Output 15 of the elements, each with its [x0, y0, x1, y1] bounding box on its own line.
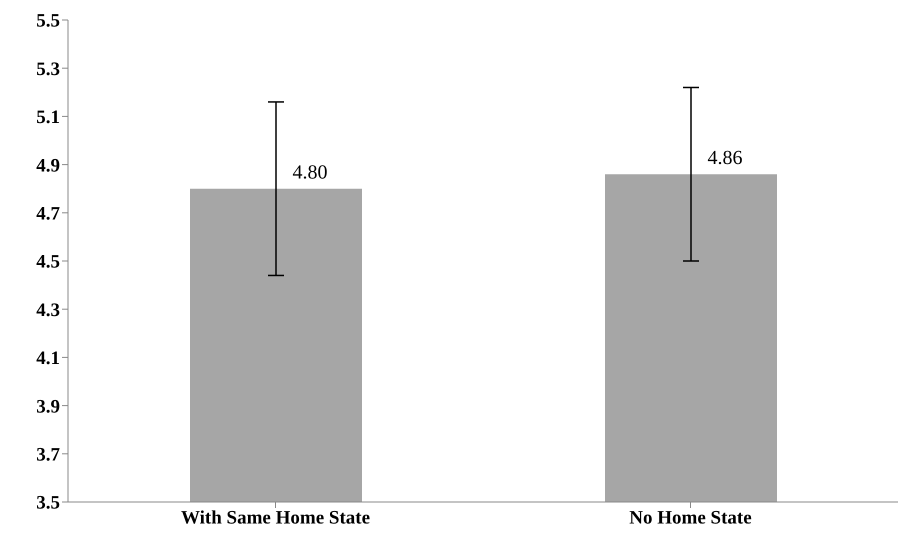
y-tick-label: 4.1: [36, 348, 60, 370]
y-tick-label: 5.3: [36, 58, 60, 80]
y-tick-label: 3.5: [36, 492, 60, 514]
y-tick-label: 4.5: [36, 252, 60, 273]
y-tick-label: 4.3: [36, 300, 60, 321]
data-label: 4.80: [292, 162, 328, 184]
y-tick-label: 5.1: [36, 107, 60, 128]
y-tick-label: 5.5: [36, 10, 60, 32]
data-label: 4.86: [708, 147, 742, 170]
y-tick-label: 3.9: [36, 396, 60, 418]
x-tick-label: No Home State: [629, 507, 752, 528]
y-tick-label: 4.9: [36, 155, 60, 176]
y-tick-label: 4.7: [36, 204, 60, 225]
x-tick-label: With Same Home State: [180, 507, 370, 528]
y-tick-label: 3.7: [36, 444, 60, 466]
